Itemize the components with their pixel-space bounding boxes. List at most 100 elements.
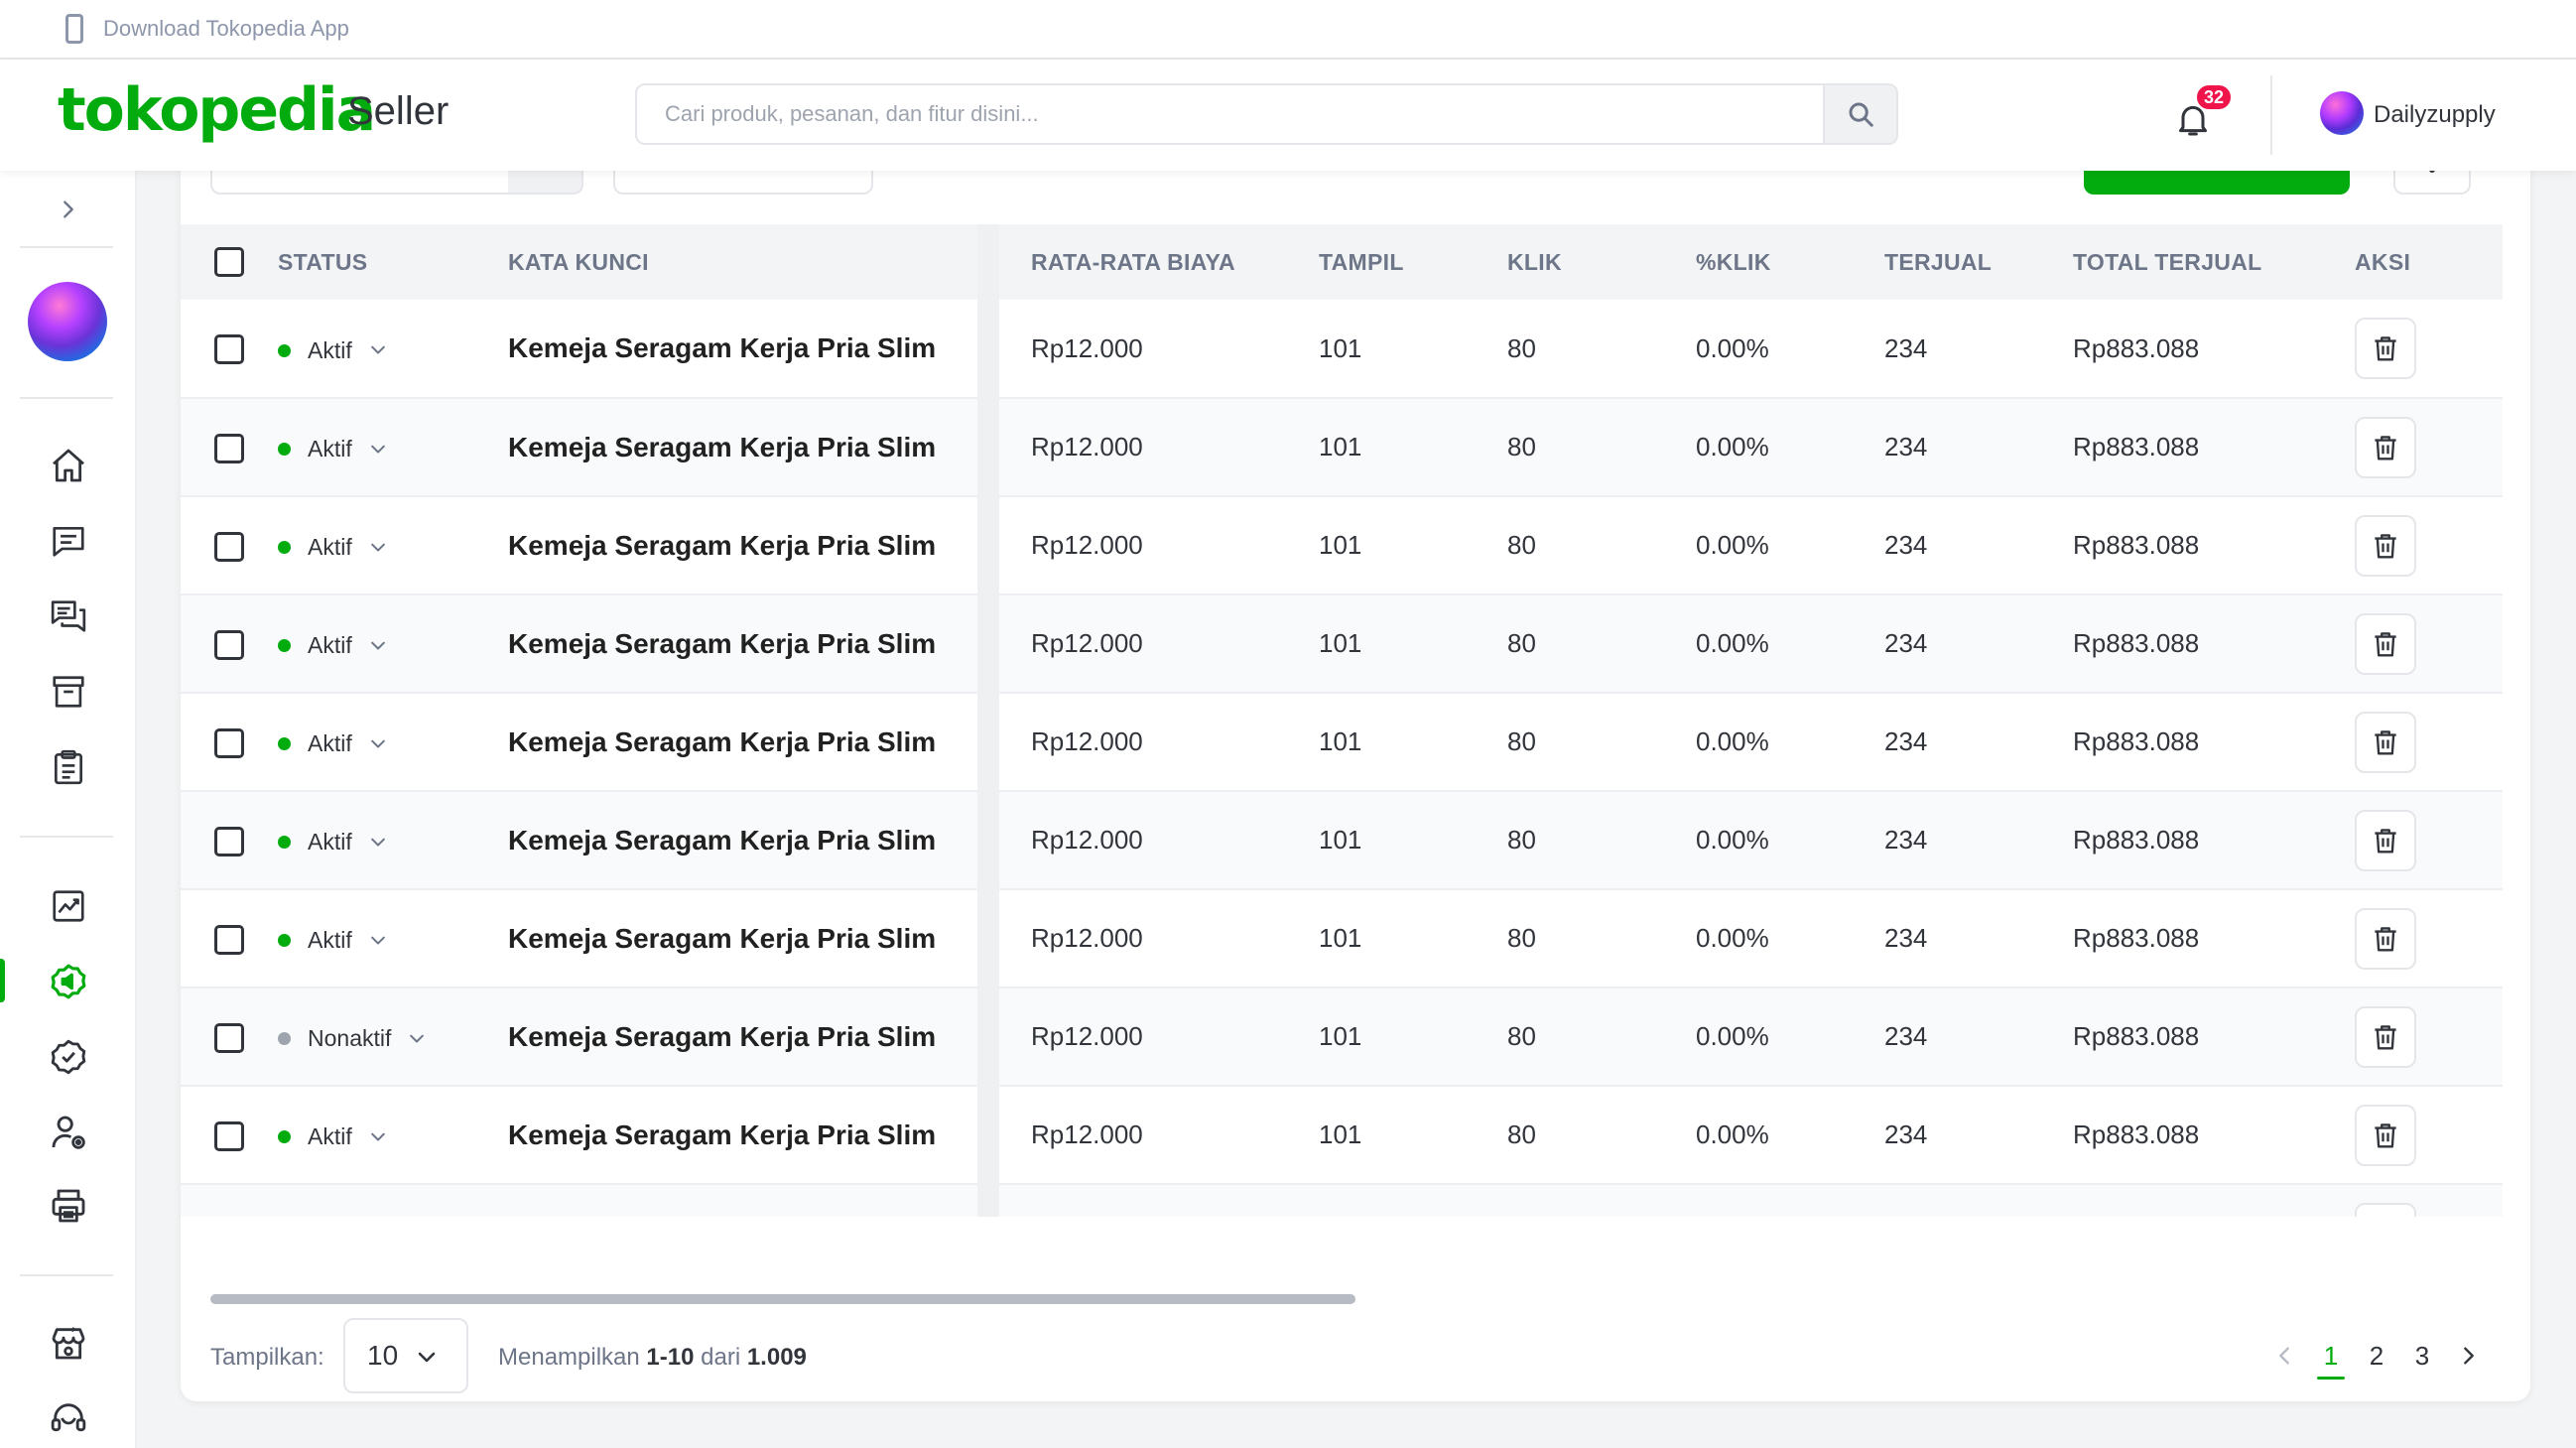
total-sold-cell: Rp883.088: [2073, 496, 2355, 595]
row-checkbox[interactable]: [214, 629, 244, 660]
status-dropdown[interactable]: Aktif: [278, 1123, 388, 1150]
row-checkbox[interactable]: [214, 334, 244, 365]
prev-page-button[interactable]: [2264, 1336, 2304, 1376]
download-app-link[interactable]: Download Tokopedia App: [103, 16, 349, 41]
ctr-cell: 0.00%: [1696, 594, 1884, 694]
keyword-table: STATUS KATA KUNCI RATA-RATA BIAYA TAMPIL…: [181, 224, 2503, 1217]
shop-avatar[interactable]: [2320, 91, 2364, 135]
sidebar-item-shop-decoration[interactable]: [48, 1322, 89, 1364]
clicks-cell: 80: [1507, 398, 1696, 497]
chevron-down-icon: [370, 445, 385, 453]
sold-cell: 234: [1884, 300, 2073, 399]
select-all-checkbox[interactable]: [214, 247, 244, 277]
showing-total: 1.009: [746, 1344, 807, 1371]
chevron-down-icon: [370, 739, 385, 747]
delete-keyword-button[interactable]: [2355, 907, 2416, 970]
table-row: Aktif Kemeja Seragam Kerja Pria Slim Rp12.…: [181, 791, 2503, 890]
delete-keyword-button[interactable]: [2355, 1104, 2416, 1166]
impressions-cell: 101: [1319, 791, 1507, 890]
sidebar-item-statistics[interactable]: [48, 885, 89, 927]
status-dropdown[interactable]: Nonaktif: [278, 1025, 427, 1052]
column-header-ctr[interactable]: %KLIK: [1696, 224, 1884, 300]
sidebar-item-print[interactable]: [48, 1185, 89, 1227]
tokopedia-logo[interactable]: tokopedia: [58, 75, 376, 145]
status-dropdown[interactable]: Aktif: [278, 436, 388, 462]
showing-of: dari: [701, 1344, 741, 1371]
search-button[interactable]: [1823, 85, 1896, 143]
sidebar-divider: [20, 397, 113, 399]
delete-keyword-button[interactable]: [2355, 809, 2416, 871]
sidebar-item-orders[interactable]: [48, 746, 89, 788]
status-dropdown[interactable]: Aktif: [278, 927, 388, 954]
row-checkbox[interactable]: [214, 531, 244, 562]
page-number-1[interactable]: 1: [2308, 1341, 2354, 1380]
showing-prefix: Menampilkan: [498, 1344, 640, 1371]
home-icon: [53, 449, 84, 482]
shop-name[interactable]: Dailyzupply: [2374, 101, 2496, 128]
sidebar-item-products[interactable]: [48, 671, 89, 713]
trash-icon: [2375, 1024, 2396, 1049]
page-number-2[interactable]: 2: [2369, 1340, 2384, 1371]
horizontal-scrollbar[interactable]: [210, 1294, 1355, 1304]
row-checkbox[interactable]: [214, 727, 244, 758]
chevron-down-icon: [370, 838, 385, 846]
search-input[interactable]: [637, 85, 1823, 143]
avg-cost-cell: Rp12.000: [988, 398, 1319, 497]
delete-keyword-button[interactable]: [2355, 711, 2416, 773]
total-sold-cell: Rp883.088: [2073, 1184, 2355, 1217]
keyword-table-scroll[interactable]: STATUS KATA KUNCI RATA-RATA BIAYA TAMPIL…: [181, 224, 2503, 1217]
chat-icon: [53, 526, 84, 557]
sidebar-item-ads[interactable]: [48, 961, 89, 1002]
table-row: Aktif Kemeja Seragam Kerja Pria Slim Rp12.…: [181, 594, 2503, 694]
delete-keyword-button[interactable]: [2355, 612, 2416, 675]
column-header-impressions[interactable]: TAMPIL: [1319, 224, 1507, 300]
sidebar-item-users[interactable]: [48, 1112, 89, 1153]
status-dot: [278, 1130, 291, 1143]
column-header-keyword[interactable]: KATA KUNCI: [508, 224, 999, 300]
delete-keyword-button[interactable]: [2355, 416, 2416, 478]
status-dot: [278, 639, 291, 652]
sidebar-item-support[interactable]: [48, 1397, 89, 1439]
page-size-select[interactable]: 10: [343, 1318, 468, 1393]
column-header-sold[interactable]: TERJUAL: [1884, 224, 2073, 300]
sidebar-item-home[interactable]: [48, 445, 89, 486]
total-sold-cell: Rp883.088: [2073, 987, 2355, 1087]
row-checkbox[interactable]: [214, 826, 244, 856]
delete-keyword-button[interactable]: [2355, 514, 2416, 577]
sidebar-shop-avatar[interactable]: [28, 282, 107, 361]
status-dropdown[interactable]: Aktif: [278, 337, 388, 364]
impressions-cell: 101: [1319, 398, 1507, 497]
delete-keyword-button[interactable]: [2355, 1005, 2416, 1068]
page-number-3[interactable]: 3: [2414, 1340, 2430, 1371]
status-dropdown[interactable]: Aktif: [278, 829, 388, 856]
avg-cost-cell: Rp12.000: [988, 1086, 1319, 1185]
app-download-banner[interactable]: Download Tokopedia App: [0, 0, 2576, 60]
table-row: Aktif Kemeja Seragam Kerja Pria Slim Rp12.…: [181, 693, 2503, 792]
row-checkbox[interactable]: [214, 1022, 244, 1053]
bell-icon: [2179, 105, 2207, 136]
row-checkbox[interactable]: [214, 433, 244, 463]
keyword-text: Kemeja Seragam Kerja Pria Slim: [508, 627, 937, 659]
chevron-down-icon: [370, 936, 385, 944]
status-label: Aktif: [308, 927, 352, 953]
column-header-status[interactable]: STATUS: [278, 224, 508, 300]
row-checkbox[interactable]: [214, 1120, 244, 1151]
status-filter-dropdown[interactable]: [613, 149, 873, 195]
row-checkbox[interactable]: [214, 924, 244, 955]
status-dropdown[interactable]: Aktif: [278, 730, 388, 757]
status-dropdown[interactable]: Aktif: [278, 632, 388, 659]
sidebar-item-discussion[interactable]: [48, 595, 89, 637]
column-header-avg-cost[interactable]: RATA-RATA BIAYA: [988, 224, 1319, 300]
sidebar-expand-button[interactable]: [50, 191, 87, 228]
status-dropdown[interactable]: Aktif: [278, 534, 388, 561]
sidebar-item-power-merchant[interactable]: [48, 1036, 89, 1078]
next-page-button[interactable]: [2449, 1336, 2489, 1376]
status-label: Aktif: [308, 632, 352, 658]
column-header-clicks[interactable]: KLIK: [1507, 224, 1696, 300]
notification-button[interactable]: [2173, 99, 2213, 139]
column-header-total-sold[interactable]: TOTAL TERJUAL: [2073, 224, 2355, 300]
delete-keyword-button[interactable]: [2355, 1202, 2416, 1217]
sidebar-item-chat[interactable]: [48, 520, 89, 562]
delete-keyword-button[interactable]: [2355, 318, 2416, 379]
